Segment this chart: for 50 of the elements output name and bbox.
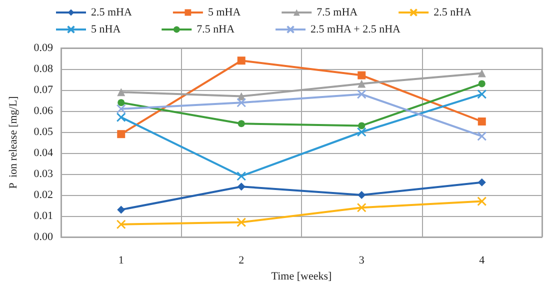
point [478, 178, 486, 186]
point [358, 80, 366, 88]
point [116, 220, 126, 230]
point [116, 112, 126, 122]
point [237, 56, 246, 65]
point [117, 206, 126, 214]
x-tick-label: 2 [238, 254, 244, 266]
y-tick-label: 0.01 [34, 210, 53, 222]
point [356, 202, 366, 212]
point [236, 218, 246, 228]
point [117, 130, 126, 138]
point [358, 71, 366, 80]
legend-label: 5 mHA [208, 6, 241, 18]
y-tick-label: 0.04 [34, 147, 54, 159]
point [356, 89, 366, 99]
y-tick-label: 0.00 [34, 231, 54, 243]
x-axis-title: Time [weeks] [271, 270, 332, 282]
point [478, 69, 486, 78]
y-axis-title: P ion release [mg/L] [8, 96, 20, 189]
y-tick-label: 0.03 [34, 168, 54, 180]
point [477, 131, 487, 141]
point [117, 88, 126, 96]
y-tick-label: 0.09 [34, 42, 54, 54]
y-tick-label: 0.02 [34, 189, 53, 201]
x-tick-label: 3 [358, 254, 365, 266]
y-tick-label: 0.05 [34, 126, 54, 138]
point [477, 89, 487, 99]
point [358, 191, 366, 199]
point [116, 104, 126, 114]
point [118, 99, 125, 106]
point [477, 196, 487, 206]
legend-label: 2.5 mHA + 2.5 nHA [310, 24, 401, 36]
point [478, 80, 486, 88]
legend-label: 7.5 mHA [316, 6, 358, 18]
x-tick-label: 4 [479, 254, 486, 266]
point [356, 127, 366, 137]
point [358, 122, 366, 130]
point [238, 120, 245, 128]
x-tick-label: 1 [118, 254, 124, 266]
y-tick-label: 0.06 [34, 105, 54, 117]
legend-label: 7.5 nHA [196, 24, 235, 36]
legend-label: 2.5 nHA [434, 6, 472, 18]
point [237, 182, 246, 191]
point [236, 171, 246, 181]
y-tick-label: 0.07 [34, 84, 54, 96]
point [478, 118, 486, 126]
legend-label: 2.5 mHA [91, 6, 132, 18]
legend-label: 5 nHA [91, 24, 121, 36]
point [236, 98, 246, 108]
y-tick-label: 0.08 [34, 63, 54, 75]
